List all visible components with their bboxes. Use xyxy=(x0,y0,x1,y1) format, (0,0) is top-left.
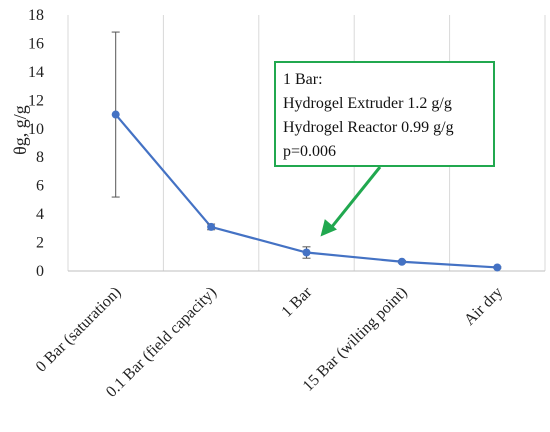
series-group xyxy=(111,31,502,272)
data-point xyxy=(302,248,311,257)
y-tick-label: 14 xyxy=(28,64,44,81)
y-tick-label: 16 xyxy=(28,35,44,52)
y-axis-title: θg, g/g xyxy=(10,105,30,155)
y-tick-label: 6 xyxy=(36,178,44,195)
data-point xyxy=(397,257,406,266)
annotation-line: Hydrogel Reactor 0.99 g/g xyxy=(283,119,454,136)
annotation-line: p=0.006 xyxy=(283,143,336,160)
annotation-group: 1 Bar: Hydrogel Extruder 1.2 g/g Hydrogel … xyxy=(274,61,495,237)
y-tick-label: 0 xyxy=(36,263,44,280)
y-tick-label: 4 xyxy=(36,206,44,223)
y-tick-label: 18 xyxy=(28,7,44,24)
data-point xyxy=(493,263,502,272)
annotation-arrowhead xyxy=(320,219,337,237)
annotation-line: 1 Bar: xyxy=(283,71,323,88)
annotation-line: Hydrogel Extruder 1.2 g/g xyxy=(283,95,452,112)
y-tick-labels: 0 2 4 6 8 10 12 14 16 18 xyxy=(28,7,44,280)
y-tick-label: 10 xyxy=(28,121,44,138)
data-point xyxy=(111,110,120,119)
data-point xyxy=(207,222,216,231)
y-tick-label: 8 xyxy=(36,149,44,166)
annotation-box xyxy=(274,61,495,167)
y-tick-label: 12 xyxy=(28,92,44,109)
annotation-arrow xyxy=(329,166,382,230)
y-tick-label: 2 xyxy=(36,235,44,252)
